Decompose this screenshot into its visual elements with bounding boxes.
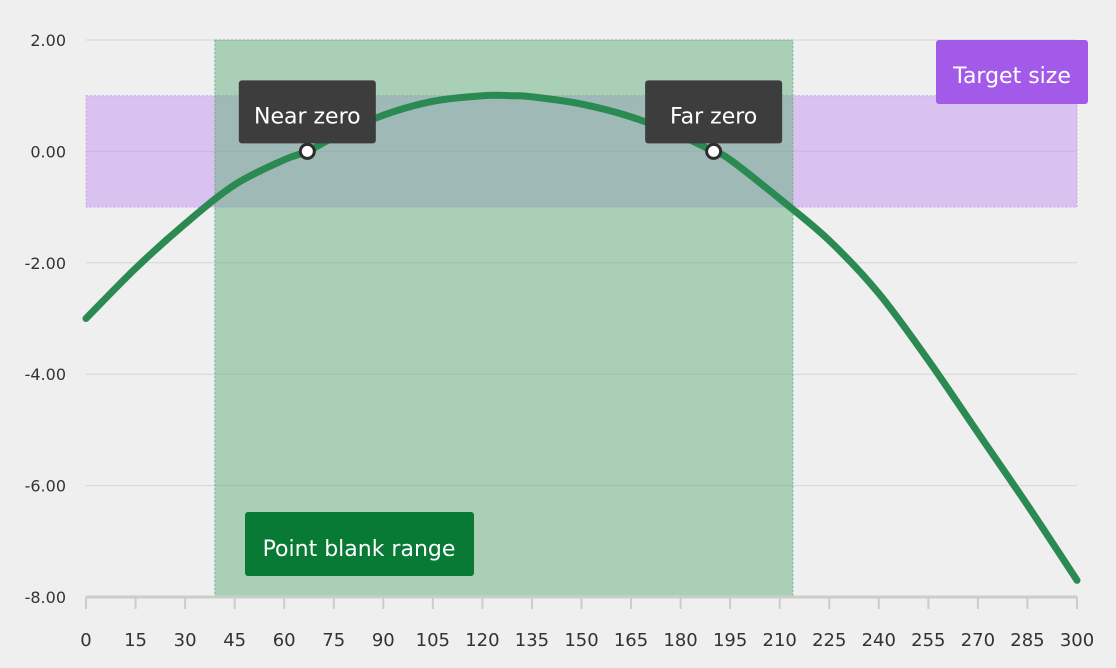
zero-annotation-label: Near zero — [254, 104, 361, 129]
zero-point-marker — [298, 142, 316, 160]
x-tick-label: 300 — [1060, 630, 1094, 651]
zero-annotation-box — [238, 80, 376, 144]
x-tick-label: 180 — [663, 630, 697, 651]
zero-point-marker — [705, 142, 723, 160]
band-labels: Target size Point blank range — [245, 40, 1088, 576]
zero-annotation-label: Far zero — [670, 104, 757, 129]
x-tick-label: 0 — [80, 630, 91, 651]
x-tick-label: 240 — [862, 630, 896, 651]
y-tick-label: -8.00 — [25, 588, 66, 607]
x-tick-label: 165 — [614, 630, 648, 651]
y-tick-label: -2.00 — [25, 254, 66, 273]
x-tick-label: 225 — [812, 630, 846, 651]
axes: 2.00 0.00 -2.00 -4.00 -6.00 -8.00 0 15 30 45 60 75 9… — [25, 31, 1095, 651]
point-blank-range-label-box — [245, 512, 474, 576]
x-tick-label: 45 — [223, 630, 246, 651]
x-tick-label: 255 — [911, 630, 945, 651]
target-size-label-box — [936, 40, 1088, 104]
trajectory-series — [82, 91, 1081, 584]
x-tick-label: 195 — [713, 630, 747, 651]
trajectory-line — [82, 91, 1081, 584]
y-tick-label: -6.00 — [25, 477, 66, 496]
x-tick-label: 210 — [763, 630, 797, 651]
x-tick-label: 75 — [322, 630, 345, 651]
x-tick-label: 270 — [961, 630, 995, 651]
x-tick-label: 150 — [564, 630, 598, 651]
y-tick-label: 0.00 — [30, 142, 66, 161]
x-tick-label: 60 — [273, 630, 296, 651]
y-tick-label: -4.00 — [25, 365, 66, 384]
zero-markers: Near zero Far zero — [238, 80, 783, 160]
target-size-label: Target size — [952, 64, 1071, 89]
x-tick-label: 90 — [372, 630, 395, 651]
x-tick-label: 105 — [416, 630, 450, 651]
y-tick-label: 2.00 — [30, 31, 66, 50]
x-tick-label: 135 — [515, 630, 549, 651]
x-tick-label: 120 — [465, 630, 499, 651]
bands — [85, 39, 1078, 598]
zero-annotation-box — [645, 80, 783, 144]
x-tick-label: 285 — [1010, 630, 1044, 651]
point-blank-range-label: Point blank range — [263, 537, 456, 562]
x-tick-label: 30 — [174, 630, 197, 651]
x-tick-label: 15 — [124, 630, 147, 651]
